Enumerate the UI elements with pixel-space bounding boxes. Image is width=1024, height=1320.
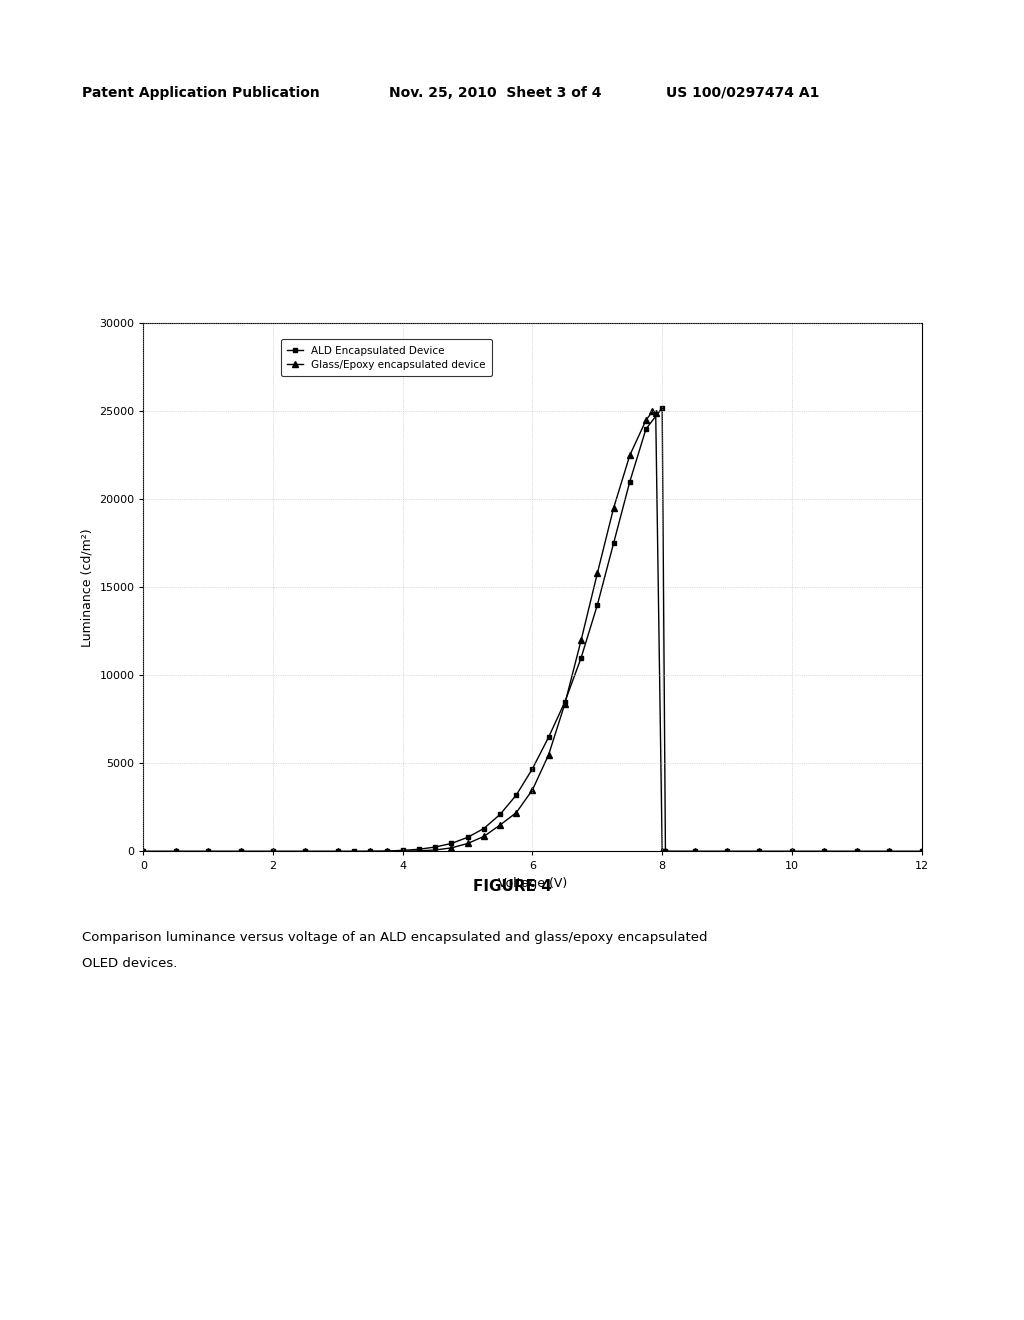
Legend: ALD Encapsulated Device, Glass/Epoxy encapsulated device: ALD Encapsulated Device, Glass/Epoxy enc… xyxy=(281,339,492,376)
Glass/Epoxy encapsulated device xyxy=(649,405,662,421)
Glass/Epoxy encapsulated device xyxy=(559,696,571,711)
ALD Encapsulated Device xyxy=(721,843,733,859)
Glass/Epoxy encapsulated device xyxy=(477,829,489,845)
ALD Encapsulated Device xyxy=(348,843,360,859)
ALD Encapsulated Device xyxy=(202,843,214,859)
ALD Encapsulated Device xyxy=(380,843,392,859)
Text: Patent Application Publication: Patent Application Publication xyxy=(82,86,319,100)
ALD Encapsulated Device xyxy=(332,843,344,859)
ALD Encapsulated Device xyxy=(477,821,489,837)
ALD Encapsulated Device xyxy=(607,536,620,552)
ALD Encapsulated Device xyxy=(574,649,587,665)
ALD Encapsulated Device xyxy=(851,843,863,859)
ALD Encapsulated Device xyxy=(656,400,669,416)
Line: Glass/Epoxy encapsulated device: Glass/Epoxy encapsulated device xyxy=(140,408,925,854)
Glass/Epoxy encapsulated device xyxy=(332,843,344,859)
Glass/Epoxy encapsulated device xyxy=(688,843,700,859)
ALD Encapsulated Device xyxy=(591,597,603,612)
Glass/Epoxy encapsulated device xyxy=(640,412,652,428)
Glass/Epoxy encapsulated device xyxy=(234,843,247,859)
ALD Encapsulated Device xyxy=(494,807,506,822)
Glass/Epoxy encapsulated device xyxy=(818,843,830,859)
Line: ALD Encapsulated Device: ALD Encapsulated Device xyxy=(141,405,924,854)
ALD Encapsulated Device xyxy=(915,843,928,859)
Glass/Epoxy encapsulated device xyxy=(510,805,522,821)
Glass/Epoxy encapsulated device xyxy=(574,632,587,648)
ALD Encapsulated Device xyxy=(170,843,182,859)
ALD Encapsulated Device xyxy=(559,694,571,710)
ALD Encapsulated Device xyxy=(234,843,247,859)
Glass/Epoxy encapsulated device xyxy=(494,817,506,833)
Glass/Epoxy encapsulated device xyxy=(413,843,425,859)
Glass/Epoxy encapsulated device xyxy=(429,842,441,858)
Glass/Epoxy encapsulated device xyxy=(721,843,733,859)
Text: OLED devices.: OLED devices. xyxy=(82,957,177,970)
Glass/Epoxy encapsulated device xyxy=(915,843,928,859)
Glass/Epoxy encapsulated device xyxy=(656,843,669,859)
ALD Encapsulated Device xyxy=(640,421,652,437)
ALD Encapsulated Device xyxy=(659,843,672,859)
Glass/Epoxy encapsulated device xyxy=(170,843,182,859)
Glass/Epoxy encapsulated device xyxy=(883,843,895,859)
ALD Encapsulated Device xyxy=(510,787,522,803)
Y-axis label: Luminance (cd/m²): Luminance (cd/m²) xyxy=(81,528,93,647)
ALD Encapsulated Device xyxy=(462,829,474,845)
Glass/Epoxy encapsulated device xyxy=(137,843,150,859)
Glass/Epoxy encapsulated device xyxy=(299,843,311,859)
ALD Encapsulated Device xyxy=(396,842,409,858)
Glass/Epoxy encapsulated device xyxy=(526,781,539,797)
Glass/Epoxy encapsulated device xyxy=(785,843,798,859)
Glass/Epoxy encapsulated device xyxy=(624,447,636,463)
ALD Encapsulated Device xyxy=(299,843,311,859)
X-axis label: Voltage (V): Voltage (V) xyxy=(498,876,567,890)
Glass/Epoxy encapsulated device xyxy=(646,404,658,420)
Glass/Epoxy encapsulated device xyxy=(445,840,458,855)
Text: US 100/0297474 A1: US 100/0297474 A1 xyxy=(666,86,819,100)
Glass/Epoxy encapsulated device xyxy=(202,843,214,859)
ALD Encapsulated Device xyxy=(818,843,830,859)
Glass/Epoxy encapsulated device xyxy=(591,565,603,581)
ALD Encapsulated Device xyxy=(754,843,766,859)
Text: FIGURE 4: FIGURE 4 xyxy=(472,879,552,894)
Glass/Epoxy encapsulated device xyxy=(851,843,863,859)
ALD Encapsulated Device xyxy=(429,840,441,855)
ALD Encapsulated Device xyxy=(413,841,425,857)
Glass/Epoxy encapsulated device xyxy=(659,843,672,859)
ALD Encapsulated Device xyxy=(543,729,555,744)
Glass/Epoxy encapsulated device xyxy=(267,843,280,859)
ALD Encapsulated Device xyxy=(267,843,280,859)
ALD Encapsulated Device xyxy=(785,843,798,859)
ALD Encapsulated Device xyxy=(365,843,377,859)
Text: Comparison luminance versus voltage of an ALD encapsulated and glass/epoxy encap: Comparison luminance versus voltage of a… xyxy=(82,931,708,944)
ALD Encapsulated Device xyxy=(445,836,458,851)
Glass/Epoxy encapsulated device xyxy=(462,836,474,851)
Glass/Epoxy encapsulated device xyxy=(396,843,409,859)
Glass/Epoxy encapsulated device xyxy=(607,500,620,516)
ALD Encapsulated Device xyxy=(526,760,539,776)
ALD Encapsulated Device xyxy=(137,843,150,859)
ALD Encapsulated Device xyxy=(883,843,895,859)
Text: Nov. 25, 2010  Sheet 3 of 4: Nov. 25, 2010 Sheet 3 of 4 xyxy=(389,86,602,100)
ALD Encapsulated Device xyxy=(624,474,636,490)
Glass/Epoxy encapsulated device xyxy=(543,747,555,763)
ALD Encapsulated Device xyxy=(688,843,700,859)
Glass/Epoxy encapsulated device xyxy=(754,843,766,859)
Glass/Epoxy encapsulated device xyxy=(380,843,392,859)
Glass/Epoxy encapsulated device xyxy=(365,843,377,859)
